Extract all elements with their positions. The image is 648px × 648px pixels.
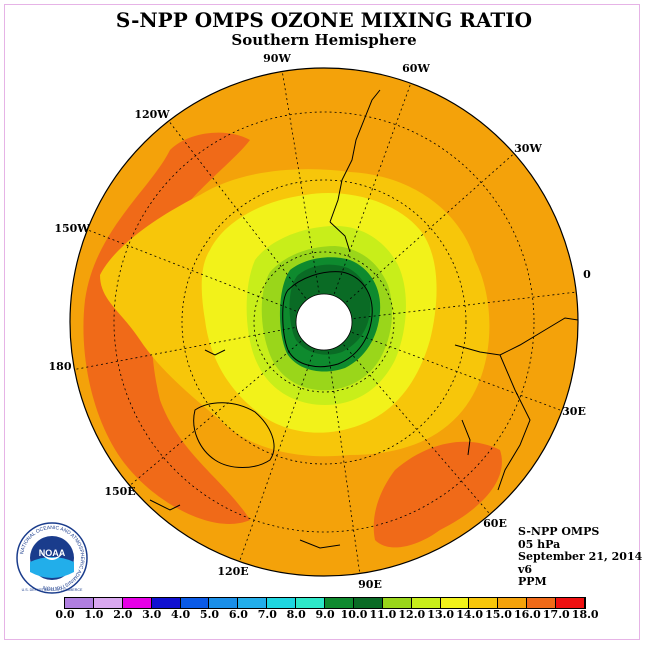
colorbar-tick-label: 11.0	[369, 608, 397, 621]
longitude-label: 150W	[54, 222, 90, 235]
colorbar-cell	[296, 598, 326, 608]
longitude-label: 60W	[402, 62, 430, 75]
colorbar-cell	[180, 598, 210, 608]
noaa-logo-text: NOAA	[39, 548, 66, 558]
colorbar-cell	[151, 598, 181, 608]
figure-frame	[4, 4, 640, 640]
contour-15b	[373, 441, 502, 548]
map-title: S-NPP OMPS OZONE MIXING RATIO	[115, 8, 533, 32]
colorbar-cell	[527, 598, 557, 608]
longitude-label: 150E	[104, 485, 135, 498]
noaa-bottom-text: U.S. DEPARTMENT OF COMMERCE	[22, 588, 83, 592]
longitude-label: 180	[49, 360, 72, 373]
colorbar-tick-label: 18.0	[571, 608, 599, 621]
colorbar-cell	[209, 598, 239, 608]
colorbar-cell	[325, 598, 354, 608]
colorbar-cell	[440, 598, 470, 608]
colorbar-tick-label: 3.0	[142, 608, 162, 621]
colorbar-cell	[469, 598, 499, 608]
colorbar-tick-label: 9.0	[315, 608, 335, 621]
graticule	[71, 69, 578, 576]
info-block: S-NPP OMPS 05 hPa September 21, 2014 v6 …	[518, 525, 643, 589]
colorbar-tick-label: 16.0	[513, 608, 541, 621]
longitude-label: 0	[583, 268, 591, 281]
longitude-label: 30W	[514, 142, 542, 155]
colorbar-cell	[122, 598, 152, 608]
longitude-label: 60E	[483, 517, 507, 530]
pressure-level: 05 hPa	[518, 537, 561, 551]
longitude-labels: 90W 60W 30W 0 30E 60E 90E 120E 150E 180 150W 120W	[49, 52, 592, 591]
colorbar-tick-label: 14.0	[456, 608, 483, 621]
colorbar-tick-label: 13.0	[427, 608, 455, 621]
colorbar-tick-label: 8.0	[286, 608, 306, 621]
colorbar-cell	[267, 598, 297, 608]
colorbar-tick-label: 0.0	[55, 608, 75, 621]
colorbar-cell	[353, 598, 383, 608]
noaa-logo-icon: NOAA NATIONAL OCEANIC AND ATMOSPHERIC AD…	[16, 522, 88, 599]
instrument-label: S-NPP OMPS	[518, 525, 600, 538]
map-subtitle: Southern Hemisphere	[231, 31, 417, 49]
colorbar-tick-label: 10.0	[340, 608, 368, 621]
colorbar-tick-label: 6.0	[228, 608, 248, 621]
colorbar-cell	[498, 598, 528, 608]
colorbar-tick-label: 2.0	[113, 608, 133, 621]
colorbar-tick-label: 7.0	[257, 608, 277, 621]
colorbar-cell	[93, 598, 123, 608]
map-boundary	[69, 67, 579, 577]
colorbar-tick-label: 12.0	[398, 608, 426, 621]
colorbar-tick-label: 17.0	[542, 608, 570, 621]
colorbar-tick-label: 15.0	[485, 608, 512, 621]
colorbar-tick-label: 4.0	[171, 608, 191, 621]
longitude-label: 120W	[134, 108, 170, 121]
coastlines	[149, 89, 578, 549]
colorbar-cell	[382, 598, 412, 608]
colorbar-cell	[238, 598, 268, 608]
colorbar-cell	[411, 598, 441, 608]
polar-night-gap	[295, 293, 353, 351]
colorbar-cell	[65, 598, 94, 608]
contour-15	[83, 132, 250, 524]
date-label: September 21, 2014	[518, 550, 643, 563]
colorbar-cell	[556, 598, 586, 608]
longitude-label: 90E	[358, 578, 382, 591]
longitude-label: 90W	[263, 52, 291, 65]
colorbar-tick-label: 1.0	[84, 608, 104, 621]
longitude-label: 30E	[562, 405, 586, 418]
colorbar-ticks: 0.0 1.0 2.0 3.0 4.0 5.0 6.0 7.0 8.0 9.0 10.0 11.0 12…	[0, 608, 648, 622]
colorbar	[64, 597, 587, 609]
version-label: v6	[518, 562, 533, 576]
colorbar-tick-label: 5.0	[199, 608, 220, 621]
units-label: PPM	[518, 575, 547, 588]
longitude-label: 120E	[217, 565, 248, 578]
